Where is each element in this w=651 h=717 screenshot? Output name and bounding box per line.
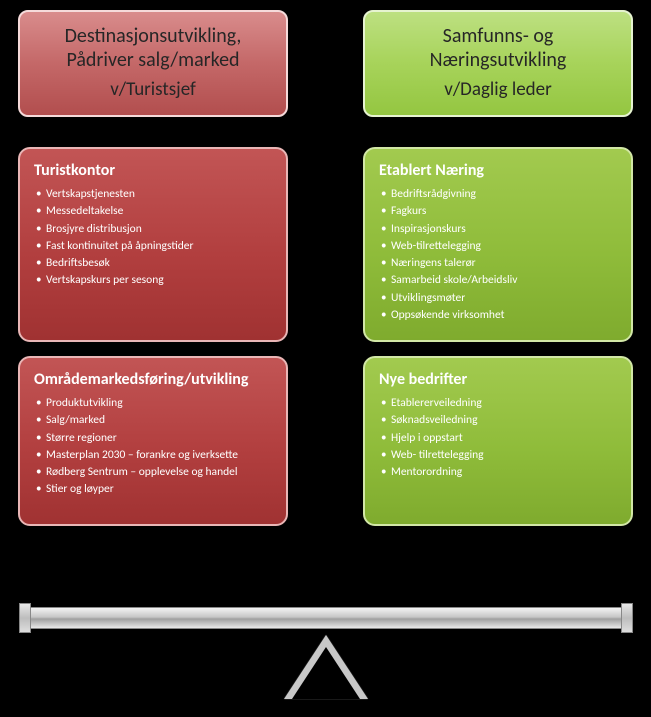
cards-row-1: Turistkontor VertskapstjenestenMessedelt… — [0, 147, 651, 342]
cards-row-2: Områdemarkedsføring/utvikling Produktutv… — [0, 356, 651, 526]
card-list: BedriftsrådgivningFagkursInspirasjonskur… — [379, 186, 617, 324]
list-item: Hjelp i oppstart — [381, 430, 617, 447]
list-item: Etablererveiledning — [381, 395, 617, 412]
header-left-subtitle: v/Turistsjef — [30, 78, 276, 101]
header-row: Destinasjonsutvikling, Pådriver salg/mar… — [0, 0, 651, 117]
list-item: Utviklingsmøter — [381, 290, 617, 307]
card-title: Etablert Næring — [379, 161, 617, 180]
list-item: Søknadsveiledning — [381, 412, 617, 429]
list-item: Salg/marked — [36, 412, 272, 429]
list-item: Brosjyre distribusjon — [36, 221, 272, 238]
beam-bar — [19, 607, 633, 629]
list-item: Stier og løyper — [36, 481, 272, 498]
list-item: Bedriftsrådgivning — [381, 186, 617, 203]
header-right: Samfunns- og Næringsutvikling v/Daglig l… — [363, 10, 633, 117]
header-right-subtitle: v/Daglig leder — [375, 78, 621, 101]
list-item: Bedriftsbesøk — [36, 255, 272, 272]
balance-beam — [19, 603, 633, 633]
header-left-title: Destinasjonsutvikling, Pådriver salg/mar… — [30, 24, 276, 72]
list-item: Web- tilrettelegging — [381, 447, 617, 464]
card-omrademarkedsforing: Områdemarkedsføring/utvikling Produktutv… — [18, 356, 288, 526]
list-item: Rødberg Sentrum – opplevelse og handel — [36, 464, 272, 481]
list-item: Produktutvikling — [36, 395, 272, 412]
list-item: Mentorordning — [381, 464, 617, 481]
list-item: Vertskapskurs per sesong — [36, 272, 272, 289]
beam-cap-right — [621, 603, 633, 633]
card-nye-bedrifter: Nye bedrifter EtablererveiledningSøknads… — [363, 356, 633, 526]
card-list: EtablererveiledningSøknadsveiledningHjel… — [379, 395, 617, 481]
card-etablert-naering: Etablert Næring BedriftsrådgivningFagkur… — [363, 147, 633, 342]
list-item: Messedeltakelse — [36, 203, 272, 220]
list-item: Næringens talerør — [381, 255, 617, 272]
card-title: Områdemarkedsføring/utvikling — [34, 370, 272, 389]
card-list: ProduktutviklingSalg/markedStørre region… — [34, 395, 272, 499]
card-list: VertskapstjenestenMessedeltakelseBrosjyr… — [34, 186, 272, 290]
list-item: Inspirasjonskurs — [381, 221, 617, 238]
list-item: Større regioner — [36, 430, 272, 447]
list-item: Vertskapstjenesten — [36, 186, 272, 203]
list-item: Masterplan 2030 – forankre og iverksette — [36, 447, 272, 464]
list-item: Fast kontinuitet på åpningstider — [36, 238, 272, 255]
beam-cap-left — [19, 603, 31, 633]
card-title: Nye bedrifter — [379, 370, 617, 389]
card-title: Turistkontor — [34, 161, 272, 180]
list-item: Web-tilrettelegging — [381, 238, 617, 255]
balance-scale — [0, 603, 651, 699]
list-item: Oppsøkende virksomhet — [381, 307, 617, 324]
balance-fulcrum — [284, 635, 368, 699]
list-item: Samarbeid skole/Arbeidsliv — [381, 272, 617, 289]
list-item: Fagkurs — [381, 203, 617, 220]
header-right-title: Samfunns- og Næringsutvikling — [375, 24, 621, 72]
header-left: Destinasjonsutvikling, Pådriver salg/mar… — [18, 10, 288, 117]
card-turistkontor: Turistkontor VertskapstjenestenMessedelt… — [18, 147, 288, 342]
